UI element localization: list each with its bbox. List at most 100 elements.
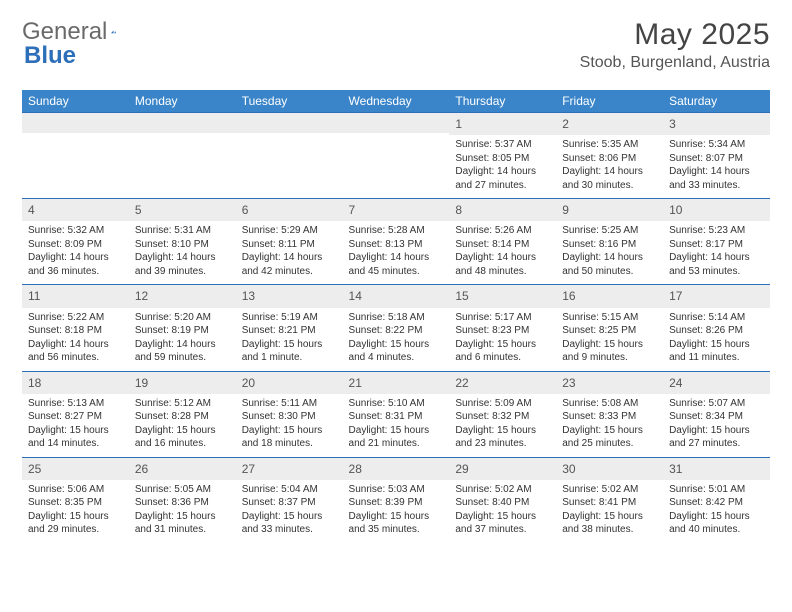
daylight-line: Daylight: 15 hours and 9 minutes. [562, 338, 657, 365]
sunset-line: Sunset: 8:35 PM [28, 496, 123, 510]
calendar-row: 18Sunrise: 5:13 AMSunset: 8:27 PMDayligh… [22, 371, 770, 457]
day-cell-10: 10Sunrise: 5:23 AMSunset: 8:17 PMDayligh… [663, 198, 770, 284]
day-number: 8 [449, 198, 556, 221]
daylight-line: Daylight: 15 hours and 33 minutes. [242, 510, 337, 537]
day-number: 5 [129, 198, 236, 221]
day-cell-22: 22Sunrise: 5:09 AMSunset: 8:32 PMDayligh… [449, 371, 556, 457]
day-body: Sunrise: 5:12 AMSunset: 8:28 PMDaylight:… [129, 394, 236, 457]
day-cell-26: 26 Sunrise: 5:05 AMSunset: 8:36 PMDayligh… [129, 457, 236, 543]
sunrise-line: Sunrise: 5:05 AM [135, 483, 230, 497]
day-number: 9 [556, 198, 663, 221]
daylight-line: Daylight: 15 hours and 21 minutes. [349, 424, 444, 451]
sunset-line: Sunset: 8:10 PM [135, 238, 230, 252]
sunrise-line: Sunrise: 5:01 AM [669, 483, 764, 497]
day-cell-17: 17Sunrise: 5:14 AMSunset: 8:26 PMDayligh… [663, 284, 770, 370]
sunset-line: Sunset: 8:34 PM [669, 410, 764, 424]
daylight-line: Daylight: 14 hours and 59 minutes. [135, 338, 230, 365]
sunrise-line: Sunrise: 5:02 AM [455, 483, 550, 497]
day-number: 26 [129, 457, 236, 480]
empty-cell [22, 112, 129, 198]
day-cell-3: 3Sunrise: 5:34 AMSunset: 8:07 PMDaylight… [663, 112, 770, 198]
day-cell-15: 15Sunrise: 5:17 AMSunset: 8:23 PMDayligh… [449, 284, 556, 370]
calendar-row: 11Sunrise: 5:22 AMSunset: 8:18 PMDayligh… [22, 284, 770, 370]
sunrise-line: Sunrise: 5:04 AM [242, 483, 337, 497]
day-cell-20: 20Sunrise: 5:11 AMSunset: 8:30 PMDayligh… [236, 371, 343, 457]
sunset-line: Sunset: 8:22 PM [349, 324, 444, 338]
sunrise-line: Sunrise: 5:11 AM [242, 397, 337, 411]
dayname-3: Wednesday [343, 90, 450, 112]
sunrise-line: Sunrise: 5:18 AM [349, 311, 444, 325]
day-number: 1 [449, 112, 556, 135]
daylight-line: Daylight: 15 hours and 14 minutes. [28, 424, 123, 451]
day-body: Sunrise: 5:15 AMSunset: 8:25 PMDaylight:… [556, 308, 663, 371]
sunset-line: Sunset: 8:31 PM [349, 410, 444, 424]
day-body: Sunrise: 5:04 AMSunset: 8:37 PMDaylight:… [236, 480, 343, 543]
day-cell-21: 21Sunrise: 5:10 AMSunset: 8:31 PMDayligh… [343, 371, 450, 457]
daylight-line: Daylight: 15 hours and 40 minutes. [669, 510, 764, 537]
sunrise-line: Sunrise: 5:03 AM [349, 483, 444, 497]
day-number: 21 [343, 371, 450, 394]
sunset-line: Sunset: 8:36 PM [135, 496, 230, 510]
dayname-0: Sunday [22, 90, 129, 112]
sunrise-line: Sunrise: 5:23 AM [669, 224, 764, 238]
day-cell-31: 31Sunrise: 5:01 AMSunset: 8:42 PMDayligh… [663, 457, 770, 543]
sunrise-line: Sunrise: 5:15 AM [562, 311, 657, 325]
daylight-line: Daylight: 15 hours and 31 minutes. [135, 510, 230, 537]
day-cell-4: 4Sunrise: 5:32 AMSunset: 8:09 PMDaylight… [22, 198, 129, 284]
calendar-row: 25Sunrise: 5:06 AMSunset: 8:35 PMDayligh… [22, 457, 770, 543]
day-cell-28: 28Sunrise: 5:03 AMSunset: 8:39 PMDayligh… [343, 457, 450, 543]
sunrise-line: Sunrise: 5:02 AM [562, 483, 657, 497]
day-number: 23 [556, 371, 663, 394]
day-number: 27 [236, 457, 343, 480]
daylight-line: Daylight: 14 hours and 48 minutes. [455, 251, 550, 278]
sunrise-line: Sunrise: 5:34 AM [669, 138, 764, 152]
empty-cell [236, 112, 343, 198]
day-number: 18 [22, 371, 129, 394]
sunrise-line: Sunrise: 5:22 AM [28, 311, 123, 325]
day-cell-1: 1Sunrise: 5:37 AMSunset: 8:05 PMDaylight… [449, 112, 556, 198]
day-cell-2: 2Sunrise: 5:35 AMSunset: 8:06 PMDaylight… [556, 112, 663, 198]
day-body: Sunrise: 5:22 AMSunset: 8:18 PMDaylight:… [22, 308, 129, 371]
sunset-line: Sunset: 8:27 PM [28, 410, 123, 424]
location: Stoob, Burgenland, Austria [580, 54, 770, 72]
day-number: 13 [236, 284, 343, 307]
day-body: Sunrise: 5:17 AMSunset: 8:23 PMDaylight:… [449, 308, 556, 371]
day-number: 30 [556, 457, 663, 480]
sunset-line: Sunset: 8:41 PM [562, 496, 657, 510]
day-body: Sunrise: 5:14 AMSunset: 8:26 PMDaylight:… [663, 308, 770, 371]
sunset-line: Sunset: 8:37 PM [242, 496, 337, 510]
day-body: Sunrise: 5:13 AMSunset: 8:27 PMDaylight:… [22, 394, 129, 457]
sunset-line: Sunset: 8:19 PM [135, 324, 230, 338]
day-number: 7 [343, 198, 450, 221]
sunset-line: Sunset: 8:13 PM [349, 238, 444, 252]
daylight-line: Daylight: 15 hours and 16 minutes. [135, 424, 230, 451]
sunrise-line: Sunrise: 5:31 AM [135, 224, 230, 238]
day-body: Sunrise: 5:34 AMSunset: 8:07 PMDaylight:… [663, 135, 770, 198]
sunset-line: Sunset: 8:23 PM [455, 324, 550, 338]
day-body: Sunrise: 5:03 AMSunset: 8:39 PMDaylight:… [343, 480, 450, 543]
calendar-table: SundayMondayTuesdayWednesdayThursdayFrid… [22, 90, 770, 543]
day-number: 2 [556, 112, 663, 135]
day-body: Sunrise: 5:32 AMSunset: 8:09 PMDaylight:… [22, 221, 129, 284]
daylight-line: Daylight: 15 hours and 1 minute. [242, 338, 337, 365]
daylight-line: Daylight: 15 hours and 11 minutes. [669, 338, 764, 365]
sunset-line: Sunset: 8:21 PM [242, 324, 337, 338]
day-number: 20 [236, 371, 343, 394]
sunset-line: Sunset: 8:18 PM [28, 324, 123, 338]
sunset-line: Sunset: 8:14 PM [455, 238, 550, 252]
sunrise-line: Sunrise: 5:19 AM [242, 311, 337, 325]
dayname-1: Monday [129, 90, 236, 112]
sunrise-line: Sunrise: 5:13 AM [28, 397, 123, 411]
dayname-5: Friday [556, 90, 663, 112]
daylight-line: Daylight: 14 hours and 50 minutes. [562, 251, 657, 278]
daylight-line: Daylight: 14 hours and 56 minutes. [28, 338, 123, 365]
sunset-line: Sunset: 8:40 PM [455, 496, 550, 510]
dayname-2: Tuesday [236, 90, 343, 112]
logo-sail-icon [111, 23, 116, 41]
empty-cell [343, 112, 450, 198]
day-body: Sunrise: 5:01 AMSunset: 8:42 PMDaylight:… [663, 480, 770, 543]
day-cell-5: 5Sunrise: 5:31 AMSunset: 8:10 PMDaylight… [129, 198, 236, 284]
calendar-row: 1Sunrise: 5:37 AMSunset: 8:05 PMDaylight… [22, 112, 770, 198]
sunset-line: Sunset: 8:42 PM [669, 496, 764, 510]
day-number: 3 [663, 112, 770, 135]
